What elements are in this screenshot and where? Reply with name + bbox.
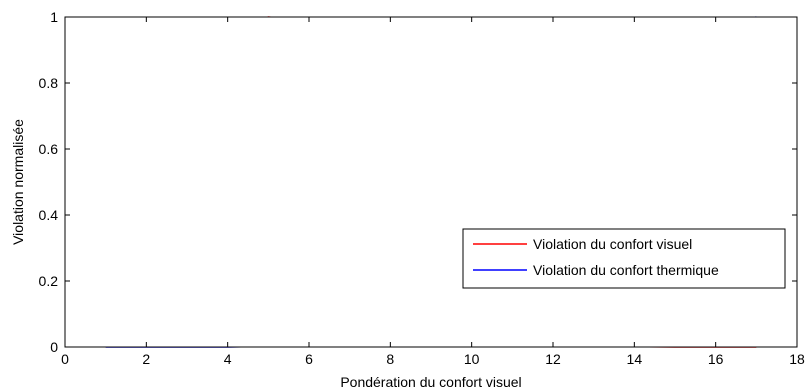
legend-box: [462, 228, 786, 289]
axes: 0 2 4 6 8 10 12 14 16 18 0 0.2 0.4 0.6 0.8 1: [39, 9, 805, 367]
y-tick-label: 0.2: [39, 273, 59, 289]
legend-label: Violation du confort thermique: [533, 262, 719, 278]
x-tick-label: 6: [305, 351, 313, 367]
x-tick-label: 16: [708, 351, 724, 367]
x-tick-label: 4: [224, 351, 232, 367]
plot-frame: [64, 16, 798, 348]
x-tick-label: 10: [464, 351, 480, 367]
x-tick-label: 0: [61, 351, 69, 367]
legend-label: Violation du confort visuel: [533, 236, 692, 252]
x-tick-label: 18: [789, 351, 805, 367]
y-tick-label: 0.4: [39, 207, 59, 223]
y-tick-label: 0: [50, 339, 58, 355]
x-tick-label: 2: [142, 351, 150, 367]
y-tick-label: 0.6: [39, 141, 59, 157]
x-tick-label: 8: [386, 351, 394, 367]
y-axis-title: Violation normalisée: [10, 119, 26, 245]
y-tick-label: 1: [50, 9, 58, 25]
x-axis-title: Pondération du confort visuel: [340, 374, 521, 390]
x-tick-label: 14: [627, 351, 643, 367]
x-tick-label: 12: [545, 351, 561, 367]
legend: Violation du confort visuel Violation du …: [462, 228, 786, 289]
y-tick-label: 0.8: [39, 75, 59, 91]
